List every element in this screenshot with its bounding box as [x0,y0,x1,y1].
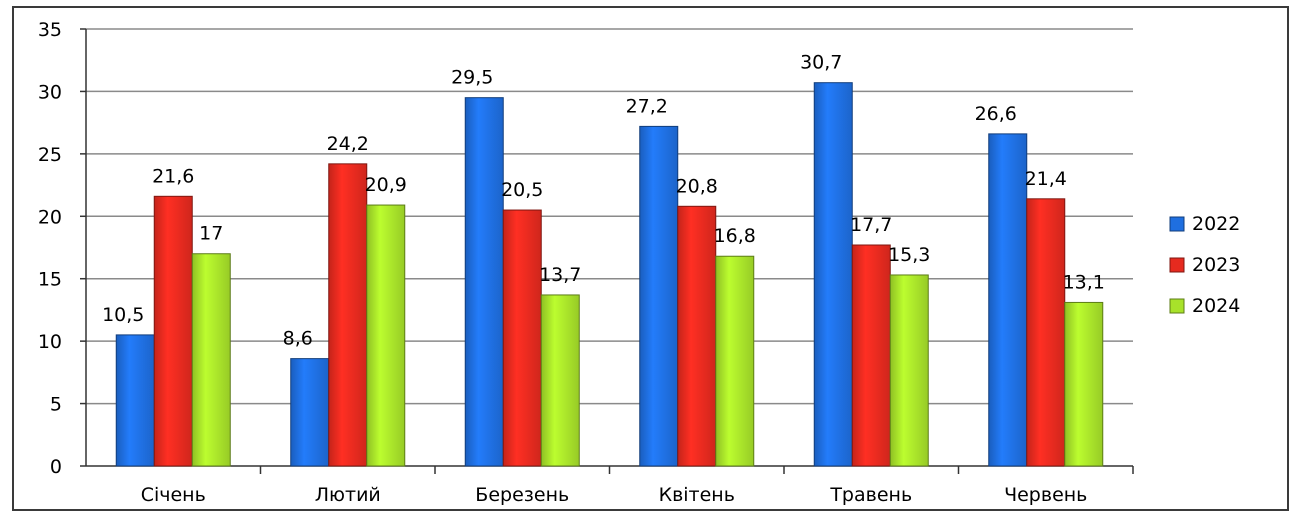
bar-2024-2 [540,294,580,467]
legend-label-2024: 2024 [1192,295,1240,317]
y-tick-label: 15 [38,269,62,291]
legend-swatch-2024 [1169,298,1185,314]
bar-2022-5 [988,133,1028,467]
data-label: 17 [199,223,223,245]
data-label: 16,8 [714,225,756,247]
data-label: 13,7 [539,264,581,286]
bar-2023-0 [153,195,193,467]
data-label: 20,9 [365,174,407,196]
legend: 2022 2023 2024 [1169,213,1240,317]
legend-swatch-2022 [1169,216,1185,232]
legend-label-2023: 2023 [1192,254,1240,276]
bar-2024-3 [715,255,755,467]
x-tick-label: Лютий [315,484,381,506]
data-label: 26,6 [975,103,1017,125]
data-label: 13,1 [1063,271,1105,293]
bar-2022-1 [290,358,330,467]
bars [115,82,1104,467]
data-label: 10,5 [102,304,144,326]
axes: 0 5 10 15 20 25 30 35 Січень Лютий Березень Квітень… [38,19,1134,506]
x-tick-label: Квітень [659,484,735,506]
bar-2022-4 [813,82,853,467]
data-label: 20,5 [501,179,543,201]
legend-label-2022: 2022 [1192,213,1240,235]
data-label: 21,4 [1025,168,1067,190]
y-tick-label: 5 [50,394,62,416]
bar-2022-0 [115,334,155,467]
data-label: 29,5 [451,67,493,89]
data-label: 24,2 [327,133,369,155]
data-label: 30,7 [800,52,842,74]
bar-2024-1 [366,204,406,467]
data-label: 15,3 [888,244,930,266]
bar-2023-2 [502,209,542,467]
data-label: 8,6 [283,328,313,350]
x-tick-label: Березень [475,484,569,506]
bar-2023-3 [677,205,717,467]
bar-2023-4 [851,244,891,467]
data-label: 21,6 [152,165,194,187]
y-tick-label: 25 [38,144,62,166]
bar-2023-5 [1026,198,1066,467]
gridlines [86,28,1133,405]
bar-2024-0 [191,253,231,467]
y-tick-label: 10 [38,331,62,353]
y-tick-label: 0 [50,456,62,478]
data-label: 27,2 [626,95,668,117]
data-label: 20,8 [676,175,718,197]
bar-2024-4 [889,274,929,467]
data-labels: 10,5 21,6 17 8,6 24,2 20,9 29,5 20,5 13,7 27,2 20,… [102,52,1105,350]
y-tick-label: 35 [38,19,62,41]
x-tick-label: Червень [1004,484,1087,506]
legend-swatch-2023 [1169,257,1185,273]
bar-2022-2 [464,97,504,467]
data-label: 17,7 [850,214,892,236]
x-tick-label: Травень [829,484,912,506]
y-tick-label: 20 [38,206,62,228]
bar-2024-5 [1064,301,1104,467]
bar-2023-1 [328,163,368,467]
y-tick-label: 30 [38,81,62,103]
bar-2022-3 [639,125,679,467]
x-tick-label: Січень [141,484,206,506]
